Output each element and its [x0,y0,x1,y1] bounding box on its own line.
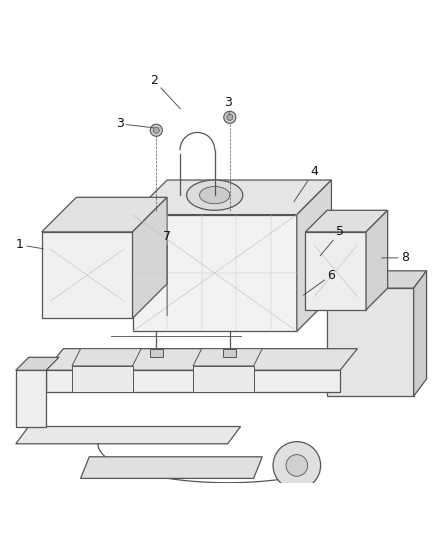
Ellipse shape [200,187,230,204]
Polygon shape [133,180,332,215]
Text: 5: 5 [320,225,344,256]
Circle shape [286,455,307,477]
Circle shape [227,114,233,120]
Circle shape [224,111,236,123]
Polygon shape [413,271,427,396]
Polygon shape [297,180,332,332]
Text: 2: 2 [150,74,180,109]
Text: 3: 3 [224,95,232,115]
Polygon shape [133,197,167,318]
Text: 3: 3 [116,117,154,130]
Polygon shape [327,288,413,396]
Polygon shape [42,197,167,232]
FancyBboxPatch shape [150,349,163,357]
Polygon shape [305,211,388,232]
Text: 1: 1 [16,238,43,252]
Text: 7: 7 [163,230,171,316]
Polygon shape [133,215,297,332]
FancyBboxPatch shape [223,349,236,357]
Polygon shape [46,349,357,370]
Circle shape [150,124,162,136]
Polygon shape [16,357,59,370]
Text: 4: 4 [294,165,318,201]
Polygon shape [16,370,46,426]
Polygon shape [327,271,427,288]
Polygon shape [305,232,366,310]
Polygon shape [81,457,262,479]
Polygon shape [46,370,340,392]
Polygon shape [193,349,262,366]
Text: 8: 8 [382,252,409,264]
Polygon shape [16,426,240,444]
Polygon shape [42,232,133,318]
Circle shape [153,127,159,133]
Polygon shape [72,349,141,366]
Polygon shape [193,366,254,392]
Polygon shape [72,366,133,392]
Circle shape [273,442,321,489]
Polygon shape [366,211,388,310]
Text: 6: 6 [304,269,336,295]
Ellipse shape [187,180,243,211]
